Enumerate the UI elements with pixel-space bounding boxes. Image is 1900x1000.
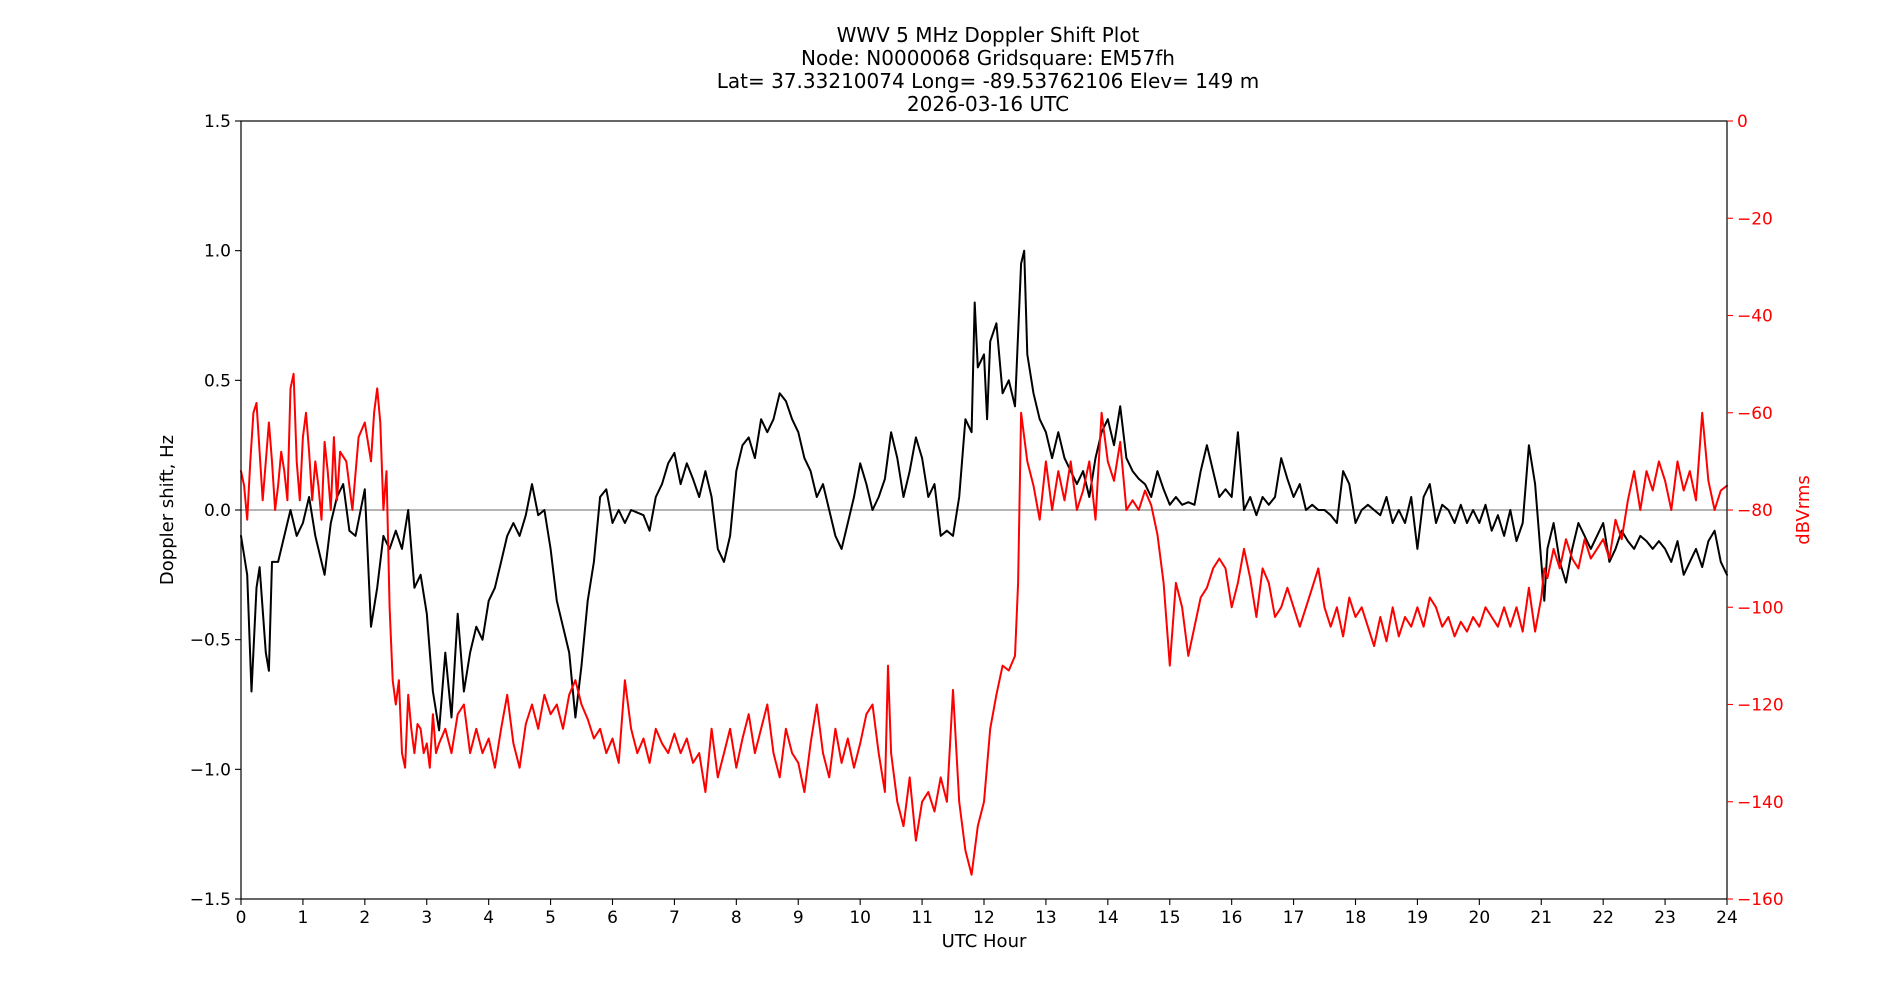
y-right-axis-ticks: 0 −20 −40 −60 −80 −100 −120 −140 −160	[1727, 112, 1784, 910]
chart-title: WWV 5 MHz Doppler Shift Plot Node: N0000…	[717, 23, 1259, 116]
y-left-axis-ticks: 1.5 1.0 0.5 0.0 −0.5 −1.0 −1.5	[190, 112, 241, 910]
y-left-tick-label: −1.0	[190, 760, 231, 780]
x-tick-label: 24	[1716, 908, 1738, 928]
x-axis-ticks: 0 1 2 3 4 5 6 7 8 9 10 11 12 13 14 15 16 17 18 19 20 21 22 23 24	[236, 899, 1738, 928]
x-tick-label: 7	[669, 908, 680, 928]
x-tick-label: 0	[236, 908, 247, 928]
title-line-1: WWV 5 MHz Doppler Shift Plot	[837, 23, 1140, 47]
x-tick-label: 22	[1592, 908, 1614, 928]
x-tick-label: 3	[421, 908, 432, 928]
y-right-tick-label: −80	[1737, 501, 1773, 521]
power-series-line	[240, 372, 1728, 876]
series-group	[240, 249, 1728, 876]
x-tick-label: 16	[1221, 908, 1243, 928]
x-tick-label: 13	[1035, 908, 1057, 928]
x-tick-label: 2	[359, 908, 370, 928]
y-left-tick-label: 1.5	[204, 112, 231, 132]
y-right-tick-label: −40	[1737, 307, 1773, 327]
title-line-4: 2026-03-16 UTC	[907, 92, 1069, 116]
y-right-tick-label: −120	[1737, 696, 1784, 716]
x-tick-label: 9	[793, 908, 804, 928]
y-left-axis-label: Doppler shift, Hz	[157, 435, 178, 585]
y-left-tick-label: 1.0	[204, 242, 231, 262]
y-right-tick-label: −100	[1737, 598, 1784, 618]
title-line-3: Lat= 37.33210074 Long= -89.53762106 Elev…	[717, 69, 1259, 93]
y-left-tick-label: −0.5	[190, 631, 231, 651]
x-tick-label: 18	[1345, 908, 1367, 928]
x-tick-label: 20	[1469, 908, 1491, 928]
y-left-tick-label: −1.5	[190, 890, 231, 910]
x-tick-label: 21	[1530, 908, 1552, 928]
x-tick-label: 6	[607, 908, 618, 928]
y-right-tick-label: 0	[1737, 112, 1748, 132]
title-line-2: Node: N0000068 Gridsquare: EM57fh	[801, 46, 1175, 70]
x-tick-label: 15	[1159, 908, 1181, 928]
x-tick-label: 5	[545, 908, 556, 928]
y-right-axis-label: dBVrms	[1793, 475, 1814, 545]
x-tick-label: 19	[1407, 908, 1429, 928]
x-axis-label: UTC Hour	[942, 931, 1027, 952]
x-tick-label: 12	[973, 908, 995, 928]
y-right-tick-label: −20	[1737, 209, 1773, 229]
y-right-tick-label: −60	[1737, 404, 1773, 424]
x-tick-label: 4	[483, 908, 494, 928]
y-right-tick-label: −160	[1737, 890, 1784, 910]
x-tick-label: 23	[1654, 908, 1676, 928]
x-tick-label: 14	[1097, 908, 1119, 928]
x-tick-label: 1	[298, 908, 309, 928]
y-right-tick-label: −140	[1737, 793, 1784, 813]
x-tick-label: 8	[731, 908, 742, 928]
y-left-tick-label: 0.0	[204, 501, 231, 521]
doppler-series-line	[240, 249, 1728, 732]
x-tick-label: 17	[1283, 908, 1305, 928]
y-left-tick-label: 0.5	[204, 371, 231, 391]
x-tick-label: 10	[849, 908, 871, 928]
x-tick-label: 11	[911, 908, 933, 928]
